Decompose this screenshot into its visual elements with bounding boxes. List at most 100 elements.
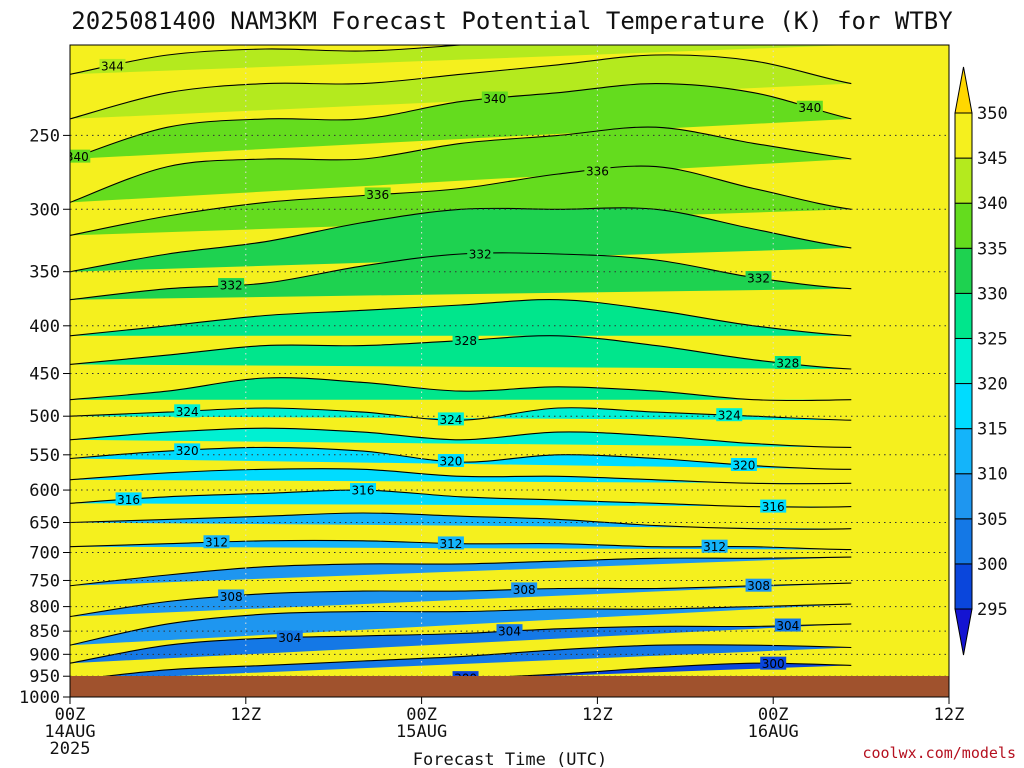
contour-line xyxy=(70,468,852,485)
contour-label-text: 332 xyxy=(747,272,770,286)
grid-lines xyxy=(70,45,949,697)
contour-label: 300 xyxy=(760,656,787,671)
band-fill xyxy=(70,207,852,272)
band-fill xyxy=(70,407,852,421)
contour-label-bg xyxy=(218,278,245,292)
y-tick-label: 900 xyxy=(29,645,60,665)
colorbar-swatch xyxy=(954,292,973,339)
contour-label-text: 308 xyxy=(220,590,243,604)
contour-label-text: 316 xyxy=(117,493,140,507)
contour-label-text: 312 xyxy=(205,536,228,550)
contour-label: 308 xyxy=(511,582,538,597)
y-tick-label: 800 xyxy=(29,598,60,618)
y-tick-label: 600 xyxy=(29,481,60,501)
contour-line xyxy=(70,54,852,120)
y-tick-label: 850 xyxy=(29,622,60,642)
x-tick-label: 12Z xyxy=(582,705,613,725)
x-tick-label-line: 00Z xyxy=(55,705,86,725)
y-tick-label: 700 xyxy=(29,544,60,564)
colorbar-swatch xyxy=(954,337,973,385)
contour-label-bg xyxy=(584,164,611,178)
colorbar-swatch xyxy=(954,428,973,475)
contour-label: 320 xyxy=(730,457,757,472)
contour-label-bg xyxy=(115,492,142,506)
band-fill xyxy=(70,623,852,664)
x-tick-label-line: 2025 xyxy=(50,739,91,759)
contour-label: 340 xyxy=(70,149,91,164)
credit-text: coolwx.com/models xyxy=(862,744,1016,762)
colorbar-label: 300 xyxy=(977,555,1008,575)
contour-label: 312 xyxy=(203,535,230,550)
contour-label-text: 320 xyxy=(732,458,755,472)
contour-label: 328 xyxy=(774,356,801,371)
colorbar-swatch xyxy=(954,383,973,430)
contour-label: 324 xyxy=(716,408,743,423)
band-fill xyxy=(70,127,852,203)
contour-label-bg xyxy=(496,624,523,638)
contour-label-text: 308 xyxy=(747,579,770,593)
y-tick-label: 450 xyxy=(29,365,60,385)
contour-label: 308 xyxy=(218,589,245,604)
contour-label: 336 xyxy=(584,164,611,179)
colorbar-label: 310 xyxy=(977,465,1008,485)
contour-label-text: 328 xyxy=(776,357,799,371)
colorbar-swatch xyxy=(954,247,973,294)
x-tick-label-line: 15AUG xyxy=(396,722,447,742)
colorbar-label: 295 xyxy=(977,600,1008,620)
colorbar-label: 340 xyxy=(977,194,1008,214)
contour-label-bg xyxy=(174,443,201,457)
colorbar-swatch xyxy=(954,518,973,565)
contour-label: 328 xyxy=(452,333,479,348)
contour-label: 316 xyxy=(115,492,142,507)
contour-line xyxy=(70,512,852,530)
x-tick-label-line: 14AUG xyxy=(44,722,95,742)
contour-label-bg xyxy=(701,539,728,553)
contour-label-text: 332 xyxy=(220,279,243,293)
contour-label-bg xyxy=(511,582,538,596)
y-tick-label: 300 xyxy=(29,200,60,220)
band-fill xyxy=(70,83,852,159)
contour-label-text: 344 xyxy=(101,59,124,73)
colorbar-label: 315 xyxy=(977,420,1008,440)
contour-label: 312 xyxy=(437,536,464,551)
contour-line xyxy=(70,603,852,646)
contour-label-text: 332 xyxy=(469,247,492,261)
contour-label-bg xyxy=(203,535,230,549)
contour-label: 304 xyxy=(276,630,303,645)
contour-label: 340 xyxy=(481,91,508,106)
contour-label-bg xyxy=(364,187,391,201)
y-tick-label: 650 xyxy=(29,513,60,533)
x-tick-label: 00Z 14AUG 2025 xyxy=(44,705,95,759)
colorbar-label: 330 xyxy=(977,284,1008,304)
contour-label-bg xyxy=(99,58,126,72)
contour-labels: 3443443403403403363363323323323283283243… xyxy=(70,58,823,692)
y-tick-label: 550 xyxy=(29,446,60,466)
contour-line xyxy=(70,623,852,664)
x-axis-label: Forecast Time (UTC) xyxy=(413,750,607,768)
contour-label-text: 336 xyxy=(586,165,609,179)
x-tick-label-line: 12Z xyxy=(582,705,613,725)
contour-label-text: 336 xyxy=(366,188,389,202)
contour-label-bg xyxy=(730,457,757,471)
colorbar-label: 325 xyxy=(977,329,1008,349)
x-tick-label: 00Z 15AUG xyxy=(396,705,447,742)
contour-label: 332 xyxy=(218,278,245,293)
band-fill xyxy=(70,299,852,336)
x-tick-label-line: 00Z xyxy=(758,705,789,725)
contour-label: 304 xyxy=(496,624,523,639)
contour-label-text: 324 xyxy=(718,409,741,423)
contour-label-bg xyxy=(437,536,464,550)
x-tick-label-line: 00Z xyxy=(406,705,437,725)
x-tick-label-line: 16AUG xyxy=(748,722,799,742)
contour-line xyxy=(70,299,852,337)
band-fill xyxy=(70,490,852,508)
contour-label: 324 xyxy=(437,412,464,427)
contour-label-text: 328 xyxy=(454,334,477,348)
band-fill xyxy=(70,513,852,530)
band-fill xyxy=(70,335,852,369)
band-fill xyxy=(70,428,852,448)
contour-label: 340 xyxy=(796,100,823,115)
contour-label-text: 320 xyxy=(439,455,462,469)
contour-label: 312 xyxy=(701,539,728,554)
